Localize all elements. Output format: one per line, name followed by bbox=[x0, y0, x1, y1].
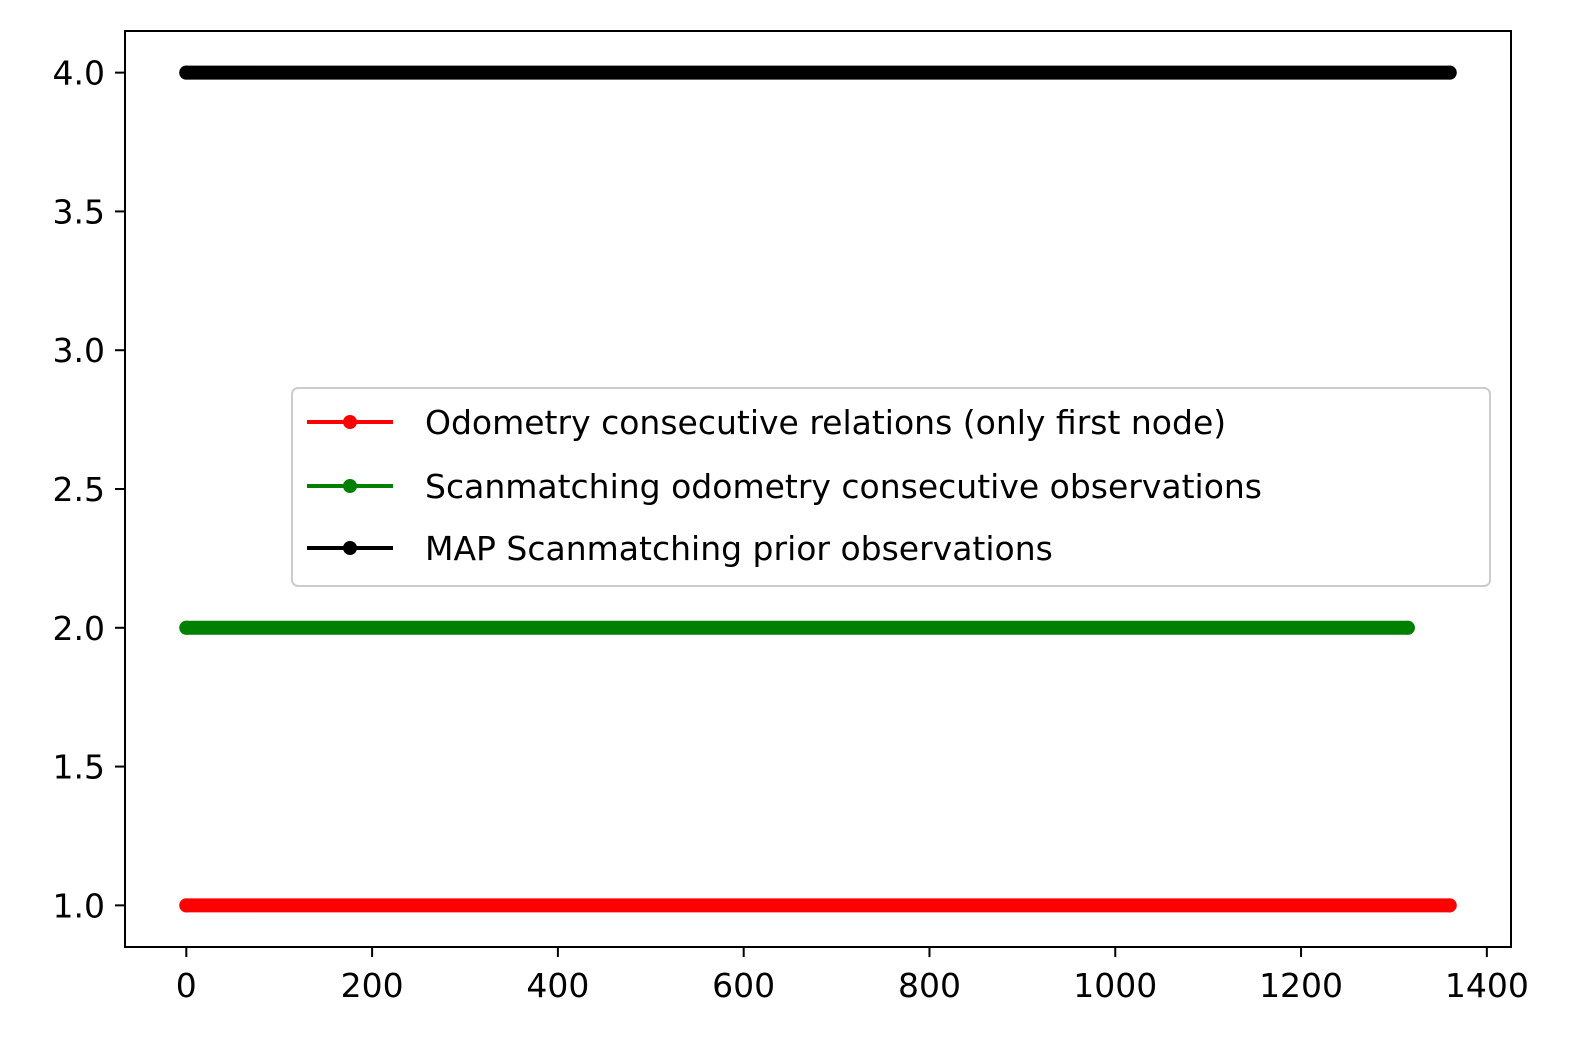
x-tick-label: 0 bbox=[176, 966, 197, 1005]
series-point bbox=[179, 898, 194, 913]
y-axis: 1.0 1.5 2.0 2.5 3.0 3.5 4.0 bbox=[53, 54, 125, 925]
y-tick-label: 3.5 bbox=[53, 192, 105, 231]
y-tick-label: 3.0 bbox=[53, 331, 105, 370]
legend-entry: Odometry consecutive relations (only fir… bbox=[307, 403, 1226, 442]
series-1 bbox=[179, 620, 1415, 635]
series-point bbox=[179, 620, 194, 635]
legend-frame bbox=[291, 387, 1491, 587]
x-tick-label: 800 bbox=[898, 966, 961, 1005]
legend-marker bbox=[343, 415, 357, 429]
legend-label: Odometry consecutive relations (only fir… bbox=[425, 403, 1226, 442]
legend: Odometry consecutive relations (only fir… bbox=[291, 387, 1491, 587]
x-axis: 0 200 400 600 800 1000 1200 1400 bbox=[176, 947, 1529, 1005]
series-layer bbox=[179, 65, 1457, 913]
y-tick-label: 4.0 bbox=[53, 54, 105, 93]
x-tick-label: 600 bbox=[712, 966, 775, 1005]
x-tick-label: 1000 bbox=[1073, 966, 1157, 1005]
series-point bbox=[1442, 65, 1457, 80]
series-0 bbox=[179, 898, 1457, 913]
y-tick-label: 1.0 bbox=[53, 886, 105, 925]
legend-label: MAP Scanmatching prior observations bbox=[425, 529, 1053, 568]
legend-marker bbox=[343, 479, 357, 493]
y-tick-label: 2.0 bbox=[53, 609, 105, 648]
legend-label: Scanmatching odometry consecutive observ… bbox=[425, 467, 1262, 506]
y-tick-label: 2.5 bbox=[53, 470, 105, 509]
x-tick-label: 200 bbox=[341, 966, 404, 1005]
series-point bbox=[1442, 898, 1457, 913]
series-point bbox=[1400, 620, 1415, 635]
x-tick-label: 1400 bbox=[1445, 966, 1529, 1005]
series-2 bbox=[179, 65, 1457, 80]
x-tick-label: 400 bbox=[526, 966, 589, 1005]
legend-marker bbox=[343, 541, 357, 555]
x-tick-label: 1200 bbox=[1259, 966, 1343, 1005]
series-point bbox=[179, 65, 194, 80]
y-tick-label: 1.5 bbox=[53, 748, 105, 787]
legend-entry: Scanmatching odometry consecutive observ… bbox=[307, 467, 1262, 506]
legend-entry: MAP Scanmatching prior observations bbox=[307, 529, 1053, 568]
